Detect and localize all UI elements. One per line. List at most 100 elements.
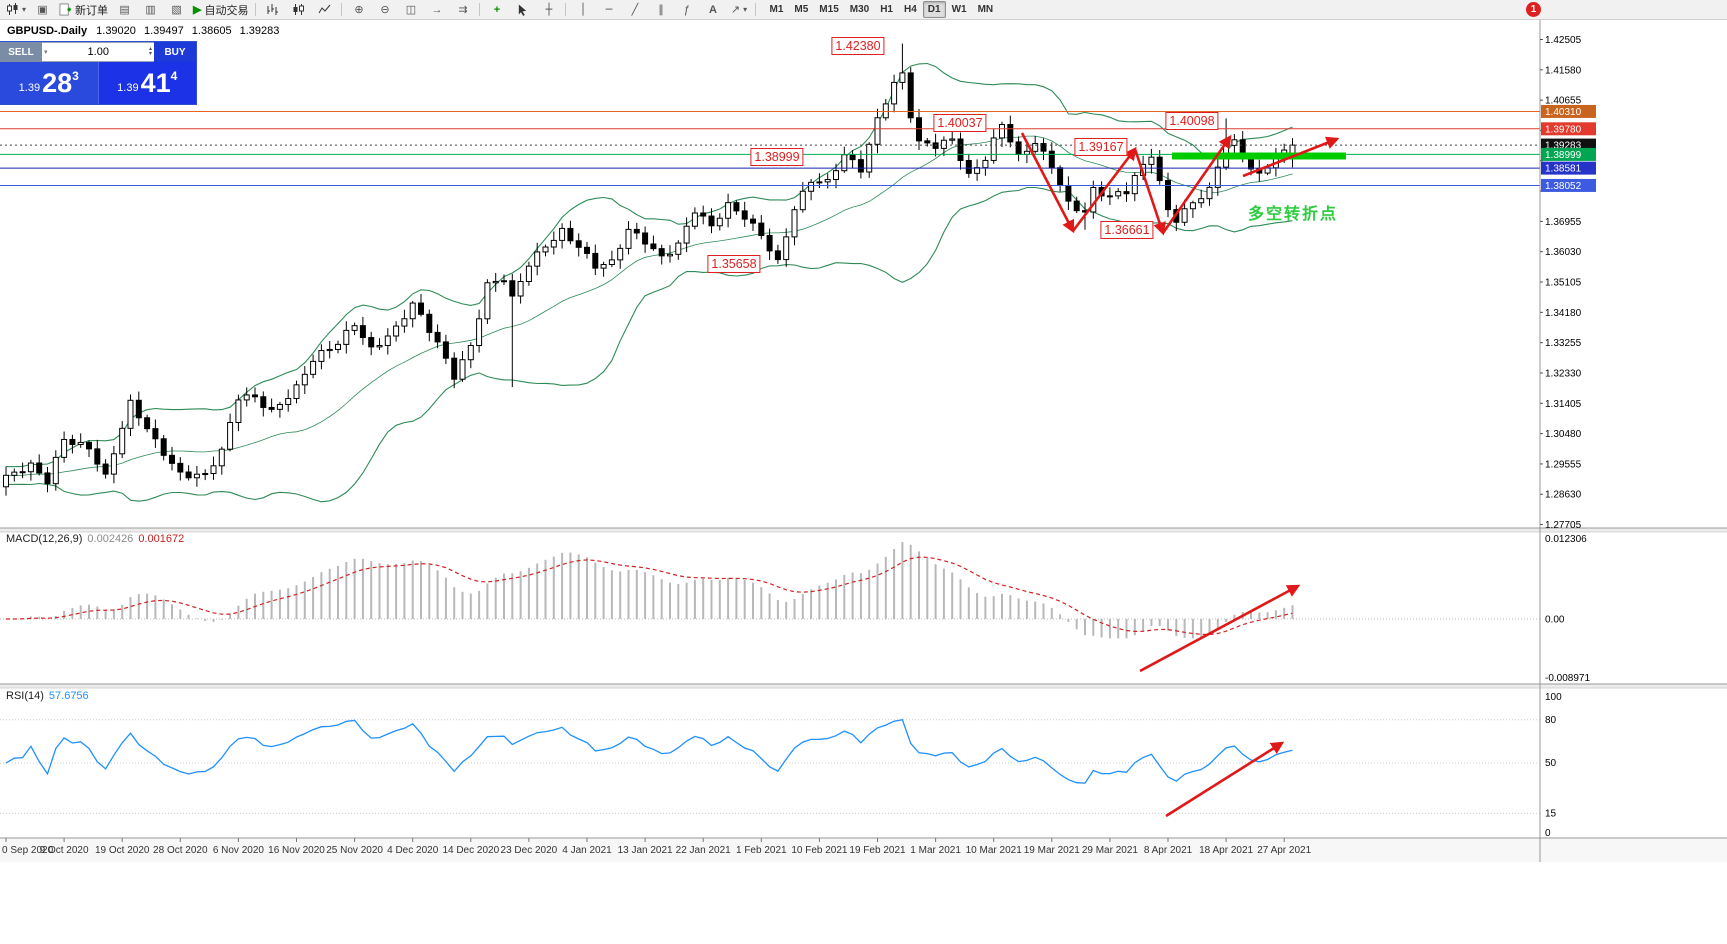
auto-scroll-icon: → <box>431 3 443 16</box>
timeframe-d1[interactable]: D1 <box>922 1 946 18</box>
macd-axis-label: -0.008971 <box>1545 673 1590 684</box>
cursor-icon <box>519 4 527 16</box>
chart-shift-icon: ⇉ <box>458 4 468 16</box>
volume-input[interactable] <box>47 45 149 59</box>
price-tick-label: 1.36955 <box>1545 217 1582 228</box>
volume-dropdown-icon[interactable]: ▾ <box>44 49 48 56</box>
date-axis-strip[interactable] <box>0 838 1727 862</box>
chart-window-button[interactable]: ▣ <box>30 1 55 18</box>
chevron-down-icon: ▾ <box>22 5 27 14</box>
price-tick-label: 1.29555 <box>1545 459 1582 470</box>
text-tool-icon: A <box>709 3 717 16</box>
sell-price-big: 28 <box>42 67 73 98</box>
tile-windows-button[interactable]: ◫ <box>398 1 423 18</box>
date-tick-label: 0 Sep 2020 <box>2 845 54 856</box>
channel-button[interactable]: ∥ <box>648 1 673 18</box>
volume-spinner[interactable]: ▴ ▾ <box>148 46 152 57</box>
notification-badge[interactable]: 1 <box>1526 2 1541 17</box>
turning-point-annotation[interactable]: 多空转折点 <box>1248 206 1339 223</box>
trendline-button[interactable]: ╱ <box>622 1 647 18</box>
auto-scroll-button[interactable]: → <box>424 1 449 18</box>
price-label[interactable]: 1.36661 <box>1100 221 1154 239</box>
new-order-button[interactable]: 新订单 <box>56 1 111 18</box>
autotrading-button[interactable]: ▶ 自动交易 <box>190 1 251 18</box>
zoom-in-button[interactable]: ⊕ <box>346 1 371 18</box>
autotrading-label: 自动交易 <box>204 4 249 17</box>
line-chart-icon <box>319 4 331 14</box>
timeframe-m5[interactable]: M5 <box>794 4 809 15</box>
trendline-icon: ╱ <box>631 3 639 16</box>
sell-button[interactable]: SELL <box>0 42 42 62</box>
market-watch-button[interactable]: ▤ <box>112 1 137 18</box>
new-order-icon <box>59 3 72 16</box>
zoom-out-button[interactable]: ⊖ <box>372 1 397 18</box>
timeframe-h1[interactable]: H1 <box>880 4 893 15</box>
trend-arrow[interactable] <box>1161 134 1232 234</box>
price-tick-label: 1.28630 <box>1545 490 1582 501</box>
timeframe-m30[interactable]: M30 <box>849 4 870 15</box>
trend-arrow[interactable] <box>1242 136 1340 178</box>
timeframe-group: M1 M5 M15 M30 H1 H4 D1 W1 MN <box>764 1 998 18</box>
price-highlight-label: 1.40310 <box>1545 107 1582 118</box>
spin-up-icon[interactable]: ▴ <box>148 46 152 52</box>
price-tick-label: 1.27705 <box>1545 520 1582 531</box>
trend-arrow[interactable] <box>1133 148 1166 236</box>
price-label[interactable]: 1.39167 <box>1074 138 1128 156</box>
cursor-button[interactable] <box>510 1 535 18</box>
navigator-button[interactable]: ▧ <box>164 1 189 18</box>
toolbar-separator <box>255 3 257 16</box>
macd-histogram <box>5 542 1294 639</box>
price-tick-label: 1.31405 <box>1545 399 1582 410</box>
trend-arrow[interactable] <box>1020 132 1075 234</box>
price-label[interactable]: 1.40037 <box>933 114 987 132</box>
bar-chart-button[interactable] <box>260 1 285 18</box>
window-icon: ▣ <box>37 4 48 16</box>
chart-title: GBPUSD-.Daily 1.39020 1.39497 1.38605 1.… <box>7 25 284 37</box>
date-tick-label: 4 Jan 2021 <box>562 845 612 856</box>
data-window-button[interactable]: ▥ <box>138 1 163 18</box>
timeframe-m15[interactable]: M15 <box>819 4 839 15</box>
chart-canvas[interactable]: 1.42505 1.41580 1.40655 1.36955 1.36030 1.351… <box>0 20 1727 944</box>
chart-type-dropdown[interactable]: ▾ <box>3 1 29 18</box>
trend-arrow[interactable] <box>1165 741 1285 818</box>
price-tick-label: 1.40655 <box>1545 96 1582 107</box>
candle-chart-button[interactable] <box>286 1 311 18</box>
market-watch-icon: ▤ <box>119 4 130 16</box>
horizontal-line-button[interactable]: ─ <box>596 1 621 18</box>
pane-divider[interactable] <box>0 684 1727 688</box>
bollinger-upper-band <box>5 62 1293 468</box>
trend-arrow[interactable] <box>1071 146 1137 232</box>
vertical-line-button[interactable]: │ <box>570 1 595 18</box>
price-label[interactable]: 1.38999 <box>750 148 804 166</box>
chart-shift-button[interactable]: ⇉ <box>450 1 475 18</box>
rsi-axis-label: 15 <box>1545 808 1557 819</box>
price-label[interactable]: 1.40098 <box>1165 112 1219 130</box>
crosshair-button[interactable]: ┼ <box>536 1 561 18</box>
date-tick-label: 4 Dec 2020 <box>387 845 439 856</box>
trend-arrow[interactable] <box>1139 584 1301 673</box>
indicators-button[interactable]: + <box>484 1 509 18</box>
data-window-icon: ▥ <box>145 4 156 16</box>
sell-price-tile[interactable]: 1.39 28 3 <box>0 62 99 104</box>
text-tool-button[interactable]: A <box>700 1 725 18</box>
zoom-out-icon: ⊖ <box>380 4 390 16</box>
fibonacci-button[interactable]: ƒ <box>674 1 699 18</box>
pane-divider[interactable] <box>0 528 1727 532</box>
timeframe-w1[interactable]: W1 <box>951 4 967 15</box>
buy-price-tile[interactable]: 1.39 41 4 <box>98 62 196 104</box>
chevron-down-icon: ▾ <box>743 5 748 14</box>
timeframe-mn[interactable]: MN <box>977 4 994 15</box>
price-highlight-label: 1.39283 <box>1545 141 1582 152</box>
spin-down-icon[interactable]: ▾ <box>148 51 152 57</box>
timeframe-h4[interactable]: H4 <box>904 4 917 15</box>
price-label[interactable]: 1.42380 <box>831 37 885 55</box>
buy-button[interactable]: BUY <box>154 42 196 62</box>
arrows-tool-icon: ↗ <box>730 4 741 16</box>
timeframe-m1[interactable]: M1 <box>769 4 784 15</box>
buy-price-pip: 4 <box>170 69 178 83</box>
line-chart-button[interactable] <box>312 1 337 18</box>
tile-windows-icon: ◫ <box>405 4 417 16</box>
rsi-axis-label: 50 <box>1545 758 1557 769</box>
arrows-tool-button[interactable]: ↗ ▾ <box>726 1 751 18</box>
price-label[interactable]: 1.35658 <box>707 255 761 273</box>
